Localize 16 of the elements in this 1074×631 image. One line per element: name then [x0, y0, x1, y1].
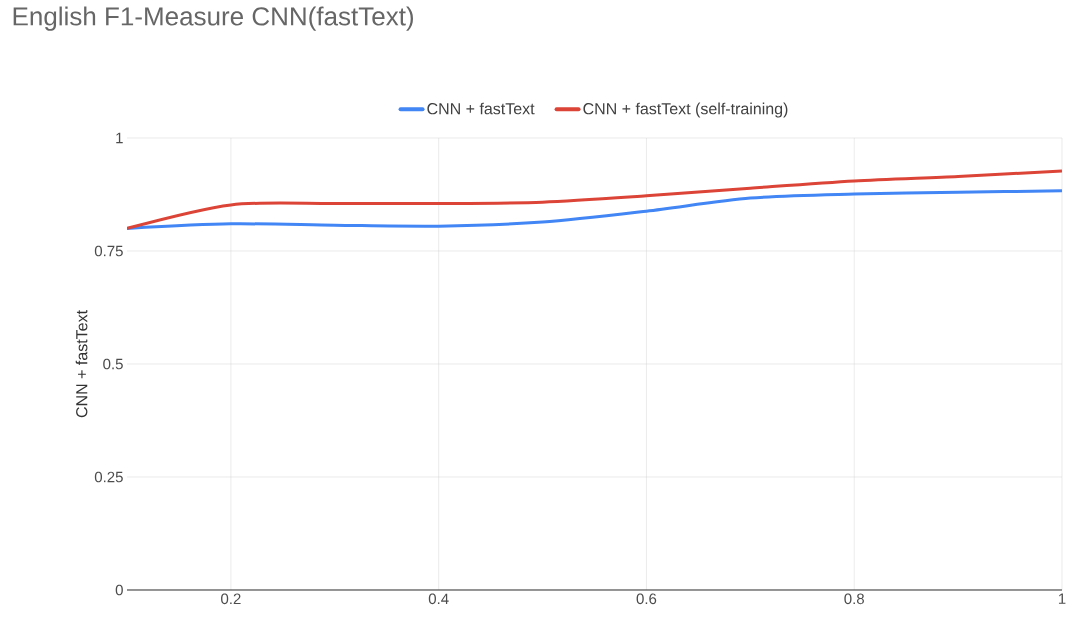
- y-tick-label: 0.75: [94, 245, 123, 257]
- x-tick-label: 0.6: [636, 593, 657, 605]
- legend-label: CNN + fastText: [427, 102, 535, 115]
- chart-title: English F1-Measure CNN(fastText): [13, 6, 413, 31]
- line-series: [127, 169, 1062, 230]
- y-axis-title: CNN + fastText: [75, 310, 88, 418]
- legend-label: CNN + fastText (self-training): [583, 102, 788, 118]
- x-tick-label: 0.8: [844, 593, 864, 605]
- y-tick-label: 0: [115, 584, 123, 596]
- x-tick-label: 0.4: [428, 593, 449, 605]
- y-tick-label: 0.25: [94, 471, 123, 483]
- line-series: [127, 189, 1062, 230]
- x-tick-label: 1: [1058, 593, 1066, 604]
- x-tick-label: 0.2: [221, 593, 241, 605]
- y-tick-label: 1: [116, 132, 123, 144]
- y-tick-label: 0.5: [103, 358, 123, 370]
